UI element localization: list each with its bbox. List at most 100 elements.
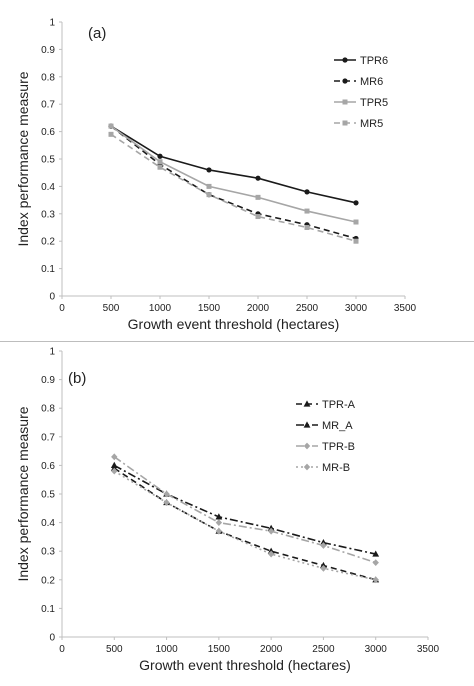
x-tick-label: 1500 bbox=[198, 303, 221, 314]
y-tick-label: 0.7 bbox=[41, 100, 55, 111]
data-point bbox=[111, 467, 118, 475]
data-point bbox=[255, 175, 261, 181]
data-point bbox=[267, 527, 275, 535]
legend-item: TPR5 bbox=[334, 97, 388, 109]
data-point bbox=[372, 550, 380, 557]
data-point bbox=[206, 183, 212, 189]
chart-panel-b: 0 0.1 0.2 0.3 0.4 0.5 0.6 0.7 0.8 0.9 1 0 500 1000 150… bbox=[0, 343, 474, 681]
data-point bbox=[157, 164, 163, 170]
x-tick-label: 3000 bbox=[345, 303, 368, 314]
y-axis-title: Index performance measure bbox=[15, 71, 31, 246]
legend-item: TPR6 bbox=[334, 55, 388, 67]
data-point bbox=[110, 461, 118, 468]
x-tick-label: 1000 bbox=[149, 303, 172, 314]
data-point bbox=[372, 576, 379, 584]
chart-panel-a: 0 0.1 0.2 0.3 0.4 0.5 0.6 0.7 0.8 0.9 1 0 500 1000 150… bbox=[0, 0, 474, 342]
y-tick-label: 0.7 bbox=[41, 432, 55, 443]
chart-a-svg: 0 0.1 0.2 0.3 0.4 0.5 0.6 0.7 0.8 0.9 1 0 500 1000 150… bbox=[15, 18, 417, 333]
y-tick-label: 0.1 bbox=[41, 264, 55, 275]
y-tick-label: 1 bbox=[49, 18, 55, 29]
y-tick-label: 1 bbox=[49, 347, 55, 358]
y-tick-label: 0.1 bbox=[41, 604, 55, 615]
series-line bbox=[110, 125, 357, 223]
series-MR_A bbox=[110, 461, 380, 557]
legend-swatch-marker bbox=[342, 99, 348, 105]
legend-label: TPR-B bbox=[322, 441, 355, 453]
x-axis-title: Growth event threshold (hectares) bbox=[128, 316, 340, 332]
data-point bbox=[108, 131, 114, 137]
legend-swatch-marker bbox=[303, 421, 311, 428]
x-tick-label: 0 bbox=[59, 644, 65, 655]
x-tick-label: 1500 bbox=[208, 644, 231, 655]
legend-item: MR-B bbox=[296, 462, 350, 474]
y-tick-label: 0.4 bbox=[41, 518, 55, 529]
y-tick-label: 0.5 bbox=[41, 155, 55, 166]
x-axis-title: Growth event threshold (hectares) bbox=[139, 657, 351, 673]
series-MR6 bbox=[108, 123, 359, 242]
legend-swatch-marker bbox=[303, 400, 311, 407]
series-line bbox=[110, 133, 357, 242]
x-tick-label: 3500 bbox=[394, 303, 417, 314]
legend-label: MR6 bbox=[360, 76, 383, 88]
panel-label: (a) bbox=[88, 25, 106, 42]
data-point bbox=[206, 167, 212, 173]
data-point bbox=[215, 513, 223, 520]
data-point bbox=[267, 550, 275, 558]
series-MR-B bbox=[111, 467, 379, 584]
y-tick-label: 0.5 bbox=[41, 490, 55, 501]
y-tick-label: 0.8 bbox=[41, 404, 55, 415]
series-TPR6 bbox=[108, 123, 359, 206]
data-point bbox=[304, 208, 310, 214]
data-point bbox=[304, 189, 310, 195]
y-axis-title: Index performance measure bbox=[15, 406, 31, 581]
data-point bbox=[215, 527, 223, 535]
data-point bbox=[353, 219, 359, 225]
y-tick-label: 0.2 bbox=[41, 575, 55, 586]
y-tick-label: 0.9 bbox=[41, 45, 55, 56]
series-line bbox=[113, 470, 376, 581]
x-tick-label: 500 bbox=[106, 644, 123, 655]
data-point bbox=[255, 214, 261, 220]
data-point bbox=[111, 453, 118, 461]
legend-label: MR-B bbox=[322, 462, 350, 474]
legend-item: MR_A bbox=[296, 420, 353, 432]
y-tick-label: 0.2 bbox=[41, 237, 55, 248]
series-TPR5 bbox=[108, 123, 359, 225]
y-tick-label: 0.6 bbox=[41, 461, 55, 472]
y-tick-label: 0.6 bbox=[41, 127, 55, 138]
data-point bbox=[163, 499, 170, 506]
y-tick-label: 0.4 bbox=[41, 182, 55, 193]
y-tick-label: 0 bbox=[49, 633, 55, 644]
legend-swatch-marker bbox=[342, 78, 348, 84]
series-MR5 bbox=[108, 131, 359, 244]
legend-swatch-marker bbox=[303, 463, 311, 471]
legend-item: MR5 bbox=[334, 118, 383, 130]
data-point bbox=[320, 542, 327, 549]
legend-swatch-marker bbox=[342, 57, 348, 63]
legend-item: TPR-B bbox=[296, 441, 355, 453]
legend-label: MR5 bbox=[360, 118, 383, 130]
series-line bbox=[110, 125, 357, 204]
y-tick-label: 0.3 bbox=[41, 547, 55, 558]
data-point bbox=[108, 123, 114, 129]
legend-item: MR6 bbox=[334, 76, 383, 88]
data-point bbox=[215, 519, 223, 526]
x-tick-label: 2000 bbox=[247, 303, 270, 314]
legend-swatch-marker bbox=[342, 120, 348, 126]
y-tick-label: 0.3 bbox=[41, 209, 55, 220]
y-tick-label: 0 bbox=[49, 292, 55, 303]
x-tick-label: 1000 bbox=[155, 644, 178, 655]
series-line bbox=[113, 456, 376, 564]
x-tick-label: 500 bbox=[103, 303, 120, 314]
panel-label: (b) bbox=[68, 370, 86, 387]
y-tick-label: 0.8 bbox=[41, 72, 55, 83]
panel-divider bbox=[0, 341, 474, 342]
x-tick-label: 2000 bbox=[260, 644, 283, 655]
series-line bbox=[110, 125, 357, 240]
x-tick-label: 3000 bbox=[365, 644, 388, 655]
data-point bbox=[304, 225, 310, 230]
data-point bbox=[372, 559, 379, 567]
data-point bbox=[353, 238, 359, 244]
data-point bbox=[206, 192, 212, 198]
data-point bbox=[157, 159, 163, 165]
